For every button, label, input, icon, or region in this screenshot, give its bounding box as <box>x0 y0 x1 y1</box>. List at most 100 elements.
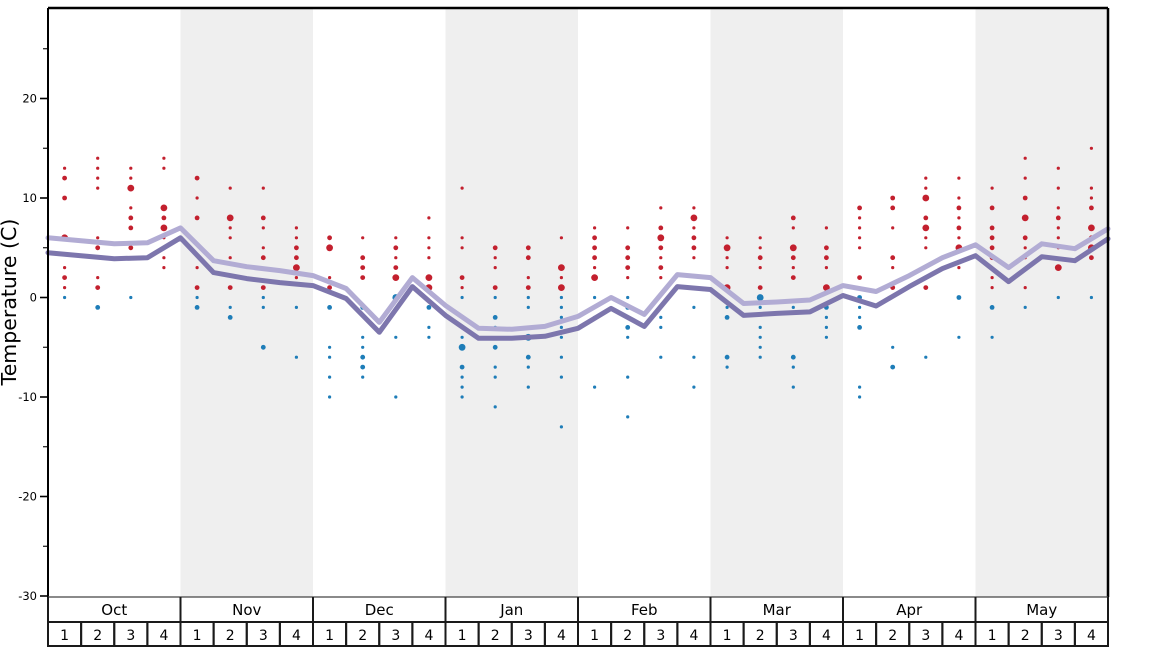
min-temp-dot <box>492 315 498 320</box>
max-temp-dot <box>1055 215 1061 221</box>
min-temp-dot <box>1089 295 1093 300</box>
week-row: 1 2 3 4 1 2 3 4 1 2 3 4 1 2 3 4 1 2 3 4 1 2 3 4 1 2 3 4 1 2 3 4 <box>47 621 1109 647</box>
week-label: 4 <box>1087 628 1096 644</box>
max-temp-dot <box>691 235 697 241</box>
max-temp-dot <box>692 256 696 260</box>
min-temp-dot <box>790 354 796 360</box>
max-temp-dot <box>128 245 134 251</box>
y-tick-label: -20 <box>18 490 37 504</box>
min-temp-dot <box>63 295 67 300</box>
min-temp-dot <box>526 365 530 369</box>
max-temp-dot <box>1056 226 1060 230</box>
min-temp-dot <box>791 385 795 389</box>
max-temp-dot <box>990 276 994 280</box>
week-label: 4 <box>159 628 168 644</box>
min-temp-dot <box>692 385 696 389</box>
month-band-nov <box>180 8 313 597</box>
max-temp-dot <box>659 256 663 260</box>
min-temp-dot <box>360 364 366 370</box>
week-label: 2 <box>888 628 897 644</box>
min-temp-dot <box>824 335 829 339</box>
min-temp-dot <box>659 355 663 359</box>
max-temp-dot <box>1023 176 1027 180</box>
max-temp-dot <box>525 255 531 261</box>
min-temp-dot <box>427 325 431 329</box>
week-label: 2 <box>226 628 235 644</box>
max-temp-dot <box>858 226 862 230</box>
max-temp-dot <box>823 284 830 291</box>
min-temp-dot <box>559 325 564 329</box>
max-temp-dot <box>425 274 433 281</box>
max-temp-dot <box>957 236 961 240</box>
max-temp-dot <box>957 196 961 200</box>
max-temp-dot <box>657 234 665 242</box>
min-temp-dot <box>460 385 464 389</box>
max-temp-dot <box>96 236 100 240</box>
max-temp-dot <box>427 216 431 220</box>
min-temp-dot <box>459 364 465 370</box>
max-temp-dot <box>294 245 299 251</box>
min-temp-dot <box>824 325 829 329</box>
max-temp-dot <box>593 226 597 230</box>
week-label: 1 <box>590 628 599 644</box>
week-label: 2 <box>93 628 102 644</box>
max-temp-dot <box>260 255 266 261</box>
max-temp-dot <box>1022 235 1028 241</box>
average-low-line <box>45 235 1111 341</box>
week-label: 4 <box>954 628 963 644</box>
min-temp-dot <box>559 315 564 319</box>
min-temp-dot <box>890 364 896 370</box>
min-temp-dot <box>724 354 730 360</box>
max-temp-dot <box>162 156 166 160</box>
y-tick-label: 0 <box>30 291 37 305</box>
max-temp-dot <box>261 246 265 250</box>
max-temp-dot <box>989 225 995 231</box>
max-temp-dot <box>1023 156 1027 160</box>
max-temp-dot <box>990 186 994 190</box>
max-temp-dot <box>858 216 862 220</box>
max-temp-dot <box>328 276 332 280</box>
max-temp-dot <box>626 276 630 280</box>
min-temp-dot <box>460 295 464 300</box>
max-temp-dot <box>723 244 731 252</box>
y-tick-label: 10 <box>22 191 37 205</box>
max-temp-dot <box>758 266 762 270</box>
max-temp-dot <box>1056 236 1060 240</box>
max-temp-dot <box>957 176 961 180</box>
max-temp-dot <box>1023 286 1027 290</box>
max-temp-dot <box>790 215 796 221</box>
max-temp-dot <box>161 215 167 221</box>
max-temp-dot <box>558 284 565 291</box>
max-temp-dot <box>890 255 896 261</box>
min-temp-dot <box>460 375 464 379</box>
max-temp-dot <box>261 186 265 190</box>
min-temp-dot <box>858 385 862 389</box>
week-label: 4 <box>822 628 831 644</box>
max-temp-dot <box>858 236 862 240</box>
min-temp-dot <box>659 315 663 319</box>
max-temp-dot <box>427 246 431 250</box>
min-temp-dot <box>758 335 762 339</box>
min-temp-dot <box>756 294 764 301</box>
max-temp-dot <box>824 266 829 270</box>
max-temp-dot <box>725 256 729 260</box>
max-temp-dot <box>162 166 166 170</box>
min-temp-dot <box>328 355 332 359</box>
y-tick-label: -10 <box>18 390 37 404</box>
min-temp-dot <box>791 305 795 309</box>
min-temp-dot <box>394 335 398 339</box>
max-temp-dot <box>990 286 994 290</box>
max-temp-dot <box>790 275 796 280</box>
month-label: May <box>1026 601 1057 619</box>
min-temp-dot <box>261 305 265 309</box>
max-temp-dot <box>692 206 696 210</box>
max-temp-dot <box>1021 214 1029 222</box>
max-temp-dot <box>658 245 664 251</box>
max-temp-dot <box>1054 264 1062 271</box>
max-temp-dot <box>824 226 829 230</box>
max-temp-dot <box>758 236 762 240</box>
min-temp-dot <box>626 375 630 379</box>
week-label: 2 <box>623 628 632 644</box>
max-temp-dot <box>757 285 763 290</box>
